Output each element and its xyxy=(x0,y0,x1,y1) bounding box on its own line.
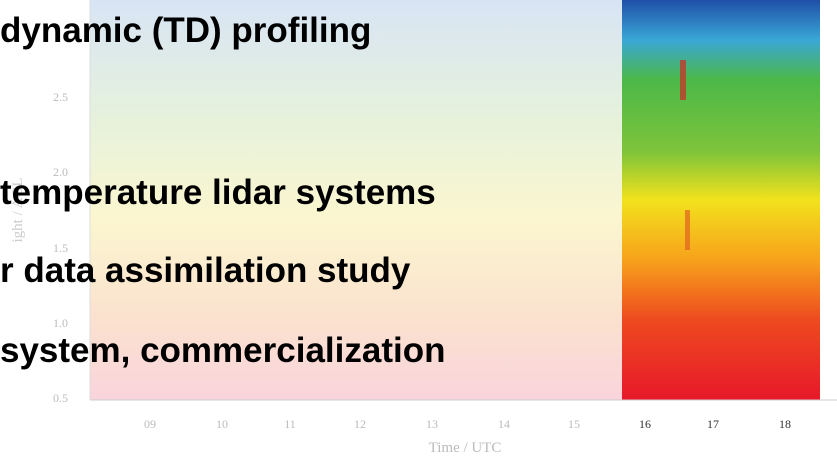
y-tick-label: 0.5 xyxy=(53,391,68,405)
y-tick-label: 2.5 xyxy=(53,90,68,104)
x-tick-label: 15 xyxy=(568,417,580,431)
y-tick-label: 2.0 xyxy=(53,165,68,179)
y-tick-label: 1.0 xyxy=(53,316,68,330)
x-axis-label: Time / UTC xyxy=(429,440,502,456)
heatmap-detail xyxy=(680,60,686,100)
y-axis-label: ight / AGL xyxy=(10,177,26,242)
bullet-text: dynamic (TD) profiling temperature lidar … xyxy=(0,11,445,370)
x-tick-label: 10 xyxy=(216,417,228,431)
x-tick-label: 16 xyxy=(639,417,651,431)
faded-heatmap xyxy=(90,0,622,400)
bullet-line: temperature lidar systems xyxy=(0,173,436,212)
heatmap-detail xyxy=(685,210,690,250)
figure-labels: 2.5 2.0 1.5 1.0 0.5 09 10 11 12 13 14 15 16 17 18 Time … xyxy=(10,90,791,456)
x-tick-label: 11 xyxy=(284,417,296,431)
bullet-line: system, commercialization xyxy=(0,331,445,370)
bullet-line: dynamic (TD) profiling xyxy=(0,11,371,50)
bullet-line: r data assimilation study xyxy=(0,251,411,290)
x-tick-label: 13 xyxy=(426,417,438,431)
heatmap xyxy=(622,0,820,400)
x-tick-label: 12 xyxy=(354,417,366,431)
x-tick-label: 18 xyxy=(779,417,791,431)
x-tick-label: 14 xyxy=(498,417,510,431)
x-tick-label: 09 xyxy=(144,417,156,431)
y-tick-label: 1.5 xyxy=(53,241,68,255)
x-tick-label: 17 xyxy=(707,417,719,431)
